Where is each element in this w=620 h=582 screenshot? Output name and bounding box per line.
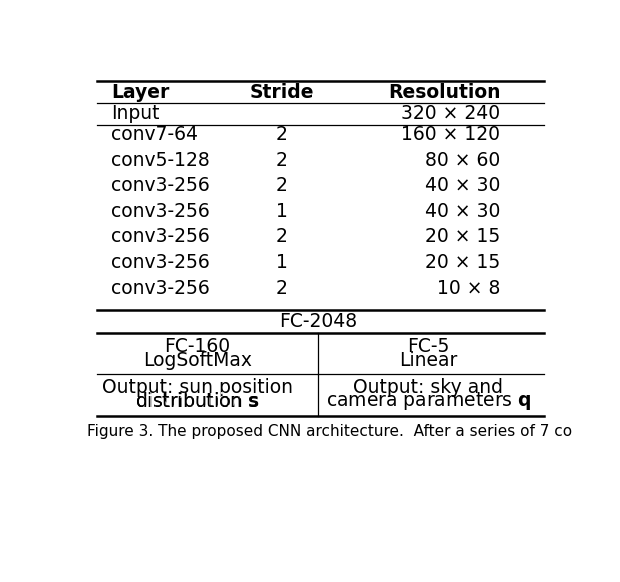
Text: Stride: Stride bbox=[249, 83, 314, 102]
Text: FC-160: FC-160 bbox=[164, 337, 231, 356]
Text: FC-5: FC-5 bbox=[407, 337, 450, 356]
Text: Figure 3. The proposed CNN architecture.  After a series of 7 co: Figure 3. The proposed CNN architecture.… bbox=[87, 424, 572, 439]
Text: 2: 2 bbox=[276, 125, 288, 144]
Text: conv3-256: conv3-256 bbox=[111, 176, 210, 196]
Text: conv7-64: conv7-64 bbox=[111, 125, 198, 144]
Text: conv3-256: conv3-256 bbox=[111, 228, 210, 247]
Text: 20 × 15: 20 × 15 bbox=[425, 253, 500, 272]
Text: 2: 2 bbox=[276, 228, 288, 247]
Text: conv3-256: conv3-256 bbox=[111, 279, 210, 297]
Text: distribution: distribution bbox=[141, 392, 254, 410]
Text: 80 × 60: 80 × 60 bbox=[425, 151, 500, 170]
Text: Resolution: Resolution bbox=[388, 83, 500, 102]
Text: Layer: Layer bbox=[111, 83, 169, 102]
Text: 320 × 240: 320 × 240 bbox=[401, 105, 500, 123]
Text: FC-2048: FC-2048 bbox=[278, 312, 357, 331]
Text: camera parameters $\mathbf{q}$: camera parameters $\mathbf{q}$ bbox=[326, 390, 531, 412]
Text: 20 × 15: 20 × 15 bbox=[425, 228, 500, 247]
Text: 40 × 30: 40 × 30 bbox=[425, 202, 500, 221]
Text: 2: 2 bbox=[276, 151, 288, 170]
Text: conv3-256: conv3-256 bbox=[111, 253, 210, 272]
Text: Output: sun position: Output: sun position bbox=[102, 378, 293, 396]
Text: 2: 2 bbox=[276, 279, 288, 297]
Text: 40 × 30: 40 × 30 bbox=[425, 176, 500, 196]
Text: 160 × 120: 160 × 120 bbox=[401, 125, 500, 144]
Text: Linear: Linear bbox=[399, 351, 458, 370]
Text: 1: 1 bbox=[276, 202, 288, 221]
Text: Output: sky and: Output: sky and bbox=[353, 378, 503, 396]
Text: conv3-256: conv3-256 bbox=[111, 202, 210, 221]
Text: distribution s: distribution s bbox=[136, 392, 259, 410]
Text: conv5-128: conv5-128 bbox=[111, 151, 210, 170]
Text: Input: Input bbox=[111, 105, 159, 123]
Text: 10 × 8: 10 × 8 bbox=[437, 279, 500, 297]
Text: 2: 2 bbox=[276, 176, 288, 196]
Text: 1: 1 bbox=[276, 253, 288, 272]
Text: distribution $\mathbf{s}$: distribution $\mathbf{s}$ bbox=[135, 392, 260, 410]
Text: LogSoftMax: LogSoftMax bbox=[143, 351, 252, 370]
